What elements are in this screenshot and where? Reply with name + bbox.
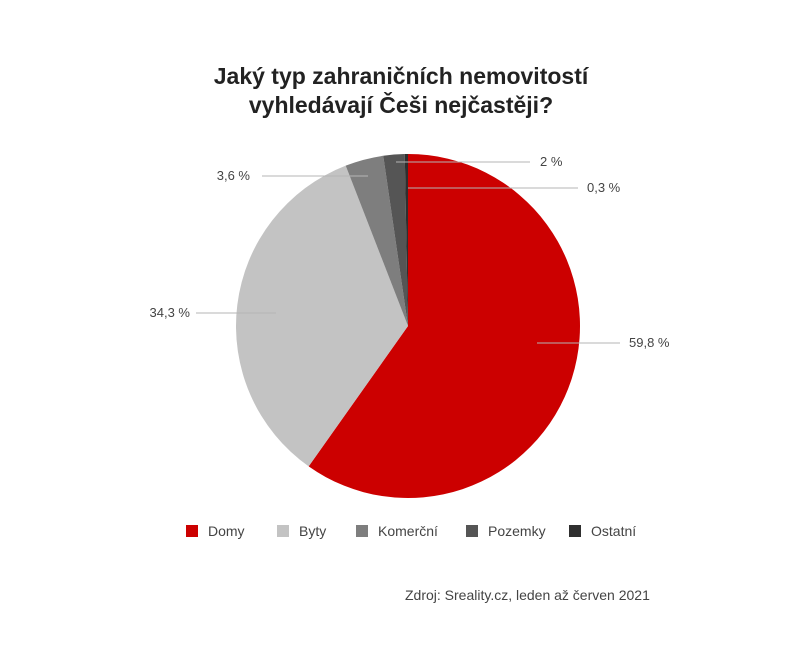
- chart-title-line-2: vyhledávají Češi nejčastěji?: [248, 92, 554, 118]
- value-label-byty: 34,3 %: [150, 305, 191, 320]
- value-label-domy: 59,8 %: [629, 335, 670, 350]
- legend-item-ostatni: Ostatní: [569, 521, 636, 541]
- pie-slice-byty: [235, 165, 408, 467]
- value-label-ostatni: 0,3 %: [587, 180, 621, 195]
- value-label-pozemky: 2 %: [540, 154, 563, 169]
- legend-swatch-komercni: [356, 525, 368, 537]
- chart-title: Jaký typ zahraničních nemovitostí vyhled…: [0, 62, 802, 120]
- pie-value-labels: 59,8 % 34,3 % 3,6 % 2 % 0,3 %: [150, 154, 670, 350]
- pie-slices: [235, 154, 581, 498]
- legend-item-domy: Domy: [186, 521, 245, 541]
- legend-item-pozemky: Pozemky: [466, 521, 546, 541]
- legend-label-komercni: Komerční: [378, 523, 438, 539]
- chart-title-line-1: Jaký typ zahraničních nemovitostí: [213, 63, 589, 89]
- legend-item-byty: Byty: [277, 521, 326, 541]
- legend-label-domy: Domy: [208, 523, 245, 539]
- chart-source: Zdroj: Sreality.cz, leden až červen 2021: [405, 587, 650, 603]
- pie-slice-domy: [308, 154, 581, 498]
- legend-swatch-pozemky: [466, 525, 478, 537]
- legend-label-byty: Byty: [299, 523, 327, 539]
- chart-legend: Domy Byty Komerční Pozemky Ostatní: [0, 521, 802, 541]
- legend-label-ostatni: Ostatní: [591, 523, 637, 539]
- legend-label-pozemky: Pozemky: [488, 523, 546, 539]
- pie-slice-ostatni: [404, 154, 408, 326]
- pie-leader-lines: [196, 161, 620, 344]
- pie-slice-komercni: [345, 155, 408, 326]
- value-label-komercni: 3,6 %: [217, 168, 251, 183]
- legend-swatch-byty: [277, 525, 289, 537]
- legend-swatch-domy: [186, 525, 198, 537]
- pie-slice-pozemky: [383, 154, 408, 326]
- legend-swatch-ostatni: [569, 525, 581, 537]
- legend-item-komercni: Komerční: [356, 521, 438, 541]
